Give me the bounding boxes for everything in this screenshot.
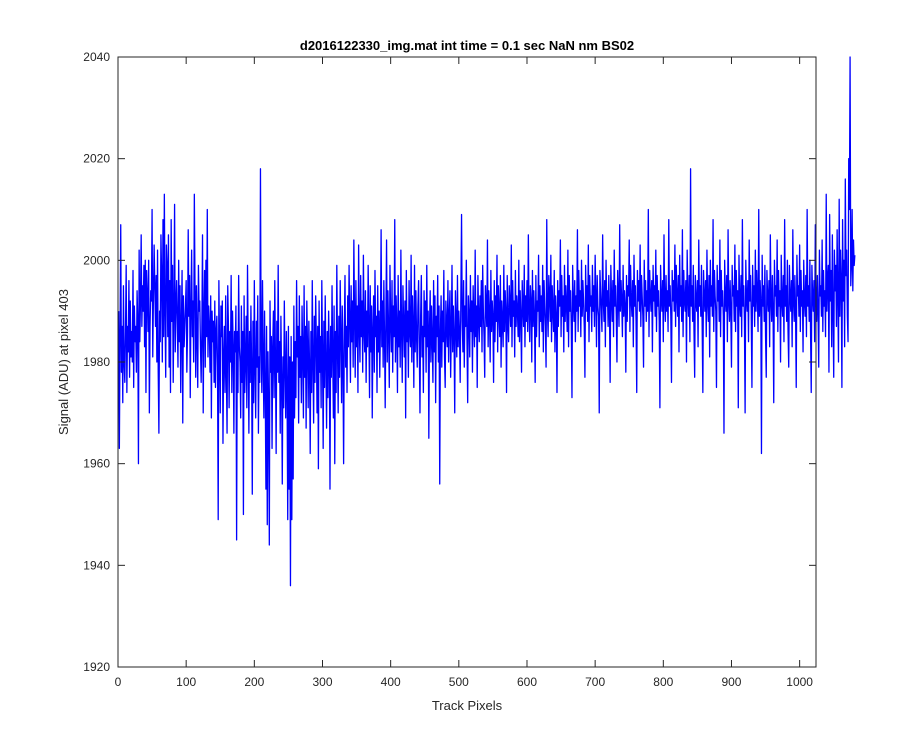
x-tick-label: 600 <box>517 675 537 689</box>
x-tick-label: 800 <box>653 675 673 689</box>
y-tick-label: 2000 <box>83 253 110 267</box>
ticks-layer: 0 100 200 300 400 500 600 700 800 900 1000 1920 1940… <box>83 50 816 689</box>
x-tick-label: 900 <box>721 675 741 689</box>
x-tick-label: 1000 <box>786 675 813 689</box>
x-tick-label: 400 <box>381 675 401 689</box>
series-line-0 <box>118 56 856 587</box>
y-tick-label: 1960 <box>83 457 110 471</box>
x-tick-label: 500 <box>449 675 469 689</box>
x-tick-label: 100 <box>176 675 196 689</box>
x-tick-label: 200 <box>244 675 264 689</box>
x-tick-label: 700 <box>585 675 605 689</box>
x-axis-title: Track Pixels <box>432 698 503 713</box>
chart-title: d2016122330_img.mat int time = 0.1 sec N… <box>300 38 634 53</box>
x-tick-label: 0 <box>115 675 122 689</box>
series-layer <box>118 56 856 587</box>
y-axis-title: Signal (ADU) at pixel 403 <box>56 289 71 435</box>
y-tick-label: 1940 <box>83 558 110 572</box>
y-tick-label: 2040 <box>83 50 110 64</box>
y-tick-label: 1980 <box>83 355 110 369</box>
y-tick-label: 1920 <box>83 660 110 674</box>
y-tick-label: 2020 <box>83 152 110 166</box>
x-tick-label: 300 <box>312 675 332 689</box>
